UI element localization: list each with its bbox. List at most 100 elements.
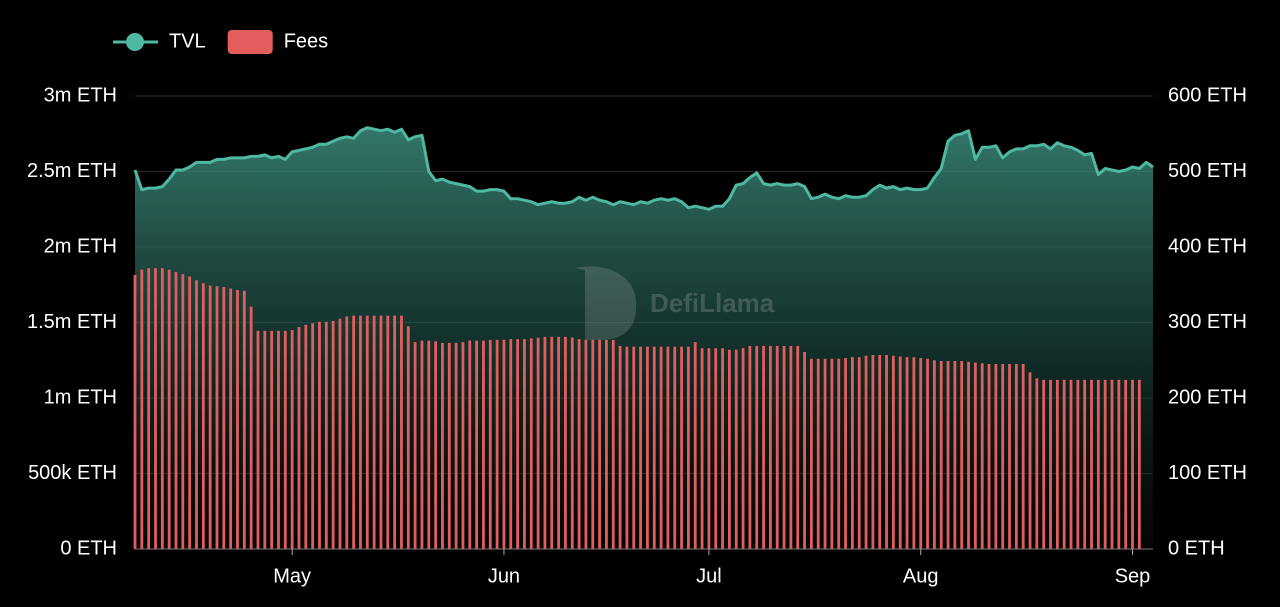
bar (618, 345, 622, 549)
bar (1008, 364, 1011, 549)
bar (905, 357, 909, 549)
bar (564, 336, 567, 549)
bar (160, 268, 164, 549)
bar (297, 327, 301, 549)
bar (598, 339, 601, 549)
bar (331, 320, 335, 549)
watermark-logo (575, 266, 637, 340)
x-tick-label: Aug (903, 565, 939, 587)
bar (174, 271, 178, 549)
bar (775, 345, 779, 549)
bar (140, 269, 144, 549)
bar (741, 348, 745, 549)
y2-tick-label: 100 ETH (1168, 462, 1247, 484)
bar (488, 339, 492, 549)
bar (167, 269, 171, 549)
bar (912, 357, 916, 549)
bar (755, 345, 759, 549)
bar (782, 345, 786, 549)
bar (154, 268, 157, 549)
bar (953, 361, 957, 549)
bar (919, 357, 923, 549)
bar (864, 355, 868, 549)
legend-swatch (227, 30, 273, 54)
bar (659, 346, 663, 549)
bar (844, 357, 847, 549)
bar (1131, 379, 1134, 549)
bar (932, 360, 936, 549)
y-tick-label: 2.5m ETH (27, 160, 117, 182)
bar (632, 346, 636, 549)
bar (721, 348, 724, 549)
bar (878, 354, 882, 549)
y2-tick-label: 200 ETH (1168, 386, 1247, 408)
bar (680, 346, 683, 549)
bar (987, 364, 991, 549)
bar (1069, 379, 1073, 549)
bar (516, 339, 520, 549)
bar (850, 357, 854, 549)
bar (495, 339, 499, 549)
bar (1021, 364, 1025, 549)
bar (181, 274, 185, 549)
bar (789, 345, 793, 549)
bar (318, 321, 321, 549)
bar (1035, 378, 1039, 549)
bar (290, 330, 294, 549)
x-tick-label: Jun (488, 565, 520, 587)
area (135, 127, 1153, 549)
bar (208, 285, 212, 549)
bar (605, 339, 608, 549)
x-tick-label: Jul (696, 565, 722, 587)
bar (475, 340, 479, 549)
y2-tick-label: 600 ETH (1168, 84, 1247, 106)
y-tick-label: 3m ETH (44, 84, 117, 106)
bar (748, 345, 752, 549)
bar (967, 361, 970, 549)
bar (728, 349, 731, 549)
bar (1103, 379, 1107, 549)
bar (263, 330, 267, 549)
bar (441, 342, 444, 549)
watermark: DefiLlama (575, 266, 775, 340)
bar (1028, 372, 1032, 549)
bar (1137, 379, 1141, 549)
legend: TVL Fees (113, 30, 328, 54)
bar (652, 346, 656, 549)
bar (611, 339, 615, 549)
bar (1124, 379, 1128, 549)
bar (270, 330, 274, 549)
axes: 0 ETH 500k ETH 1m ETH 1.5m ETH 2m ETH 2.5m ET… (27, 84, 1247, 587)
bar (229, 288, 233, 549)
bar (345, 316, 349, 549)
bar (1090, 379, 1093, 549)
bar (393, 315, 397, 549)
bar (249, 306, 253, 549)
bar (926, 358, 929, 549)
line (133, 126, 1154, 211)
bar (809, 358, 813, 549)
bar (980, 363, 984, 549)
y2-tick-label: 400 ETH (1168, 235, 1247, 257)
bar (700, 348, 704, 549)
watermark-text: DefiLlama (650, 288, 775, 318)
bar (584, 339, 588, 549)
bar (960, 361, 964, 549)
bar (830, 358, 834, 549)
bar (188, 276, 192, 549)
bar (509, 339, 513, 549)
bar (147, 268, 151, 549)
y-tick-label: 1m ETH (44, 386, 117, 408)
bar (939, 361, 943, 549)
bar (591, 339, 595, 549)
bar (406, 326, 410, 549)
bar (693, 342, 697, 549)
bar (365, 315, 369, 549)
y2-tick-label: 0 ETH (1168, 537, 1225, 559)
y-tick-label: 0 ETH (60, 537, 117, 559)
bar (994, 364, 998, 549)
bar (1014, 364, 1018, 549)
bar (1096, 379, 1100, 549)
bar (550, 336, 554, 549)
